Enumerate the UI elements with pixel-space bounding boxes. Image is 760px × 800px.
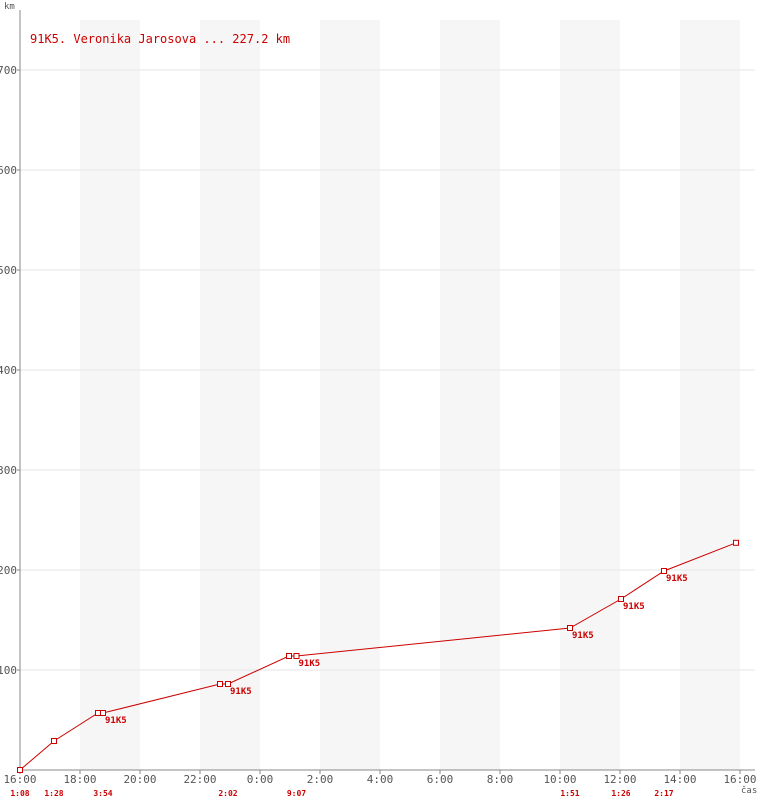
time-band bbox=[320, 20, 380, 770]
data-point-marker bbox=[17, 767, 23, 773]
split-time-label: 9:07 bbox=[287, 789, 306, 798]
data-point-marker bbox=[567, 625, 573, 631]
x-tick-label: 22:00 bbox=[183, 773, 216, 786]
time-band bbox=[440, 20, 500, 770]
data-point-marker bbox=[100, 710, 106, 716]
data-point-label: 91K5 bbox=[572, 631, 594, 641]
time-band bbox=[80, 20, 140, 770]
x-tick-label: 8:00 bbox=[487, 773, 514, 786]
x-tick-label: 10:00 bbox=[543, 773, 576, 786]
x-tick-label: 20:00 bbox=[123, 773, 156, 786]
data-point-marker bbox=[225, 681, 231, 687]
axes bbox=[19, 10, 755, 771]
split-time-label: 1:28 bbox=[44, 789, 63, 798]
y-tick-label: 700 bbox=[0, 64, 17, 77]
y-tick-label: 600 bbox=[0, 164, 17, 177]
y-axis-unit-label: km bbox=[4, 2, 15, 12]
y-tick-label: 300 bbox=[0, 464, 17, 477]
data-point-marker bbox=[286, 653, 292, 659]
x-tick-label: 12:00 bbox=[603, 773, 636, 786]
x-tick-label: 0:00 bbox=[247, 773, 274, 786]
data-point-label: 91K5 bbox=[666, 574, 688, 584]
time-band bbox=[560, 20, 620, 770]
split-time-label: 1:08 bbox=[10, 789, 29, 798]
x-axis-unit-label: čas bbox=[741, 785, 757, 796]
series-line bbox=[19, 542, 737, 771]
split-time-labels: 1:08 1:28 3:54 2:02 9:07 1:51 1:26 2:17 bbox=[10, 789, 673, 798]
data-point-label: 91K5 bbox=[105, 716, 127, 726]
x-tick-label: 6:00 bbox=[427, 773, 454, 786]
split-time-label: 1:51 bbox=[560, 789, 579, 798]
data-point-label: 91K5 bbox=[230, 687, 252, 697]
grid-lines bbox=[20, 69, 755, 671]
data-point-marker bbox=[217, 681, 223, 687]
legend-series-label: 91K5. Veronika Jarosova ... 227.2 km bbox=[30, 32, 290, 46]
split-time-label: 1:26 bbox=[611, 789, 630, 798]
data-point-marker bbox=[51, 738, 57, 744]
data-point-marker bbox=[95, 710, 101, 716]
data-point-marker bbox=[618, 596, 624, 602]
data-point-label: 91K5 bbox=[623, 602, 645, 612]
data-point-marker bbox=[661, 568, 667, 574]
split-time-label: 3:54 bbox=[93, 789, 112, 798]
x-tick-label: 16:00 bbox=[3, 773, 36, 786]
time-band bbox=[200, 20, 260, 770]
x-tick-label: 4:00 bbox=[367, 773, 394, 786]
data-point-marker bbox=[733, 539, 739, 546]
data-point-marker bbox=[293, 653, 300, 659]
y-tick-label: 200 bbox=[0, 564, 17, 577]
y-tick-label: 500 bbox=[0, 264, 17, 277]
x-tick-label: 18:00 bbox=[63, 773, 96, 786]
data-point-label: 91K5 bbox=[299, 659, 321, 669]
time-band bbox=[680, 20, 740, 770]
y-tick-label: 400 bbox=[0, 364, 17, 377]
x-tick-label: 14:00 bbox=[663, 773, 696, 786]
y-tick-label: 100 bbox=[0, 664, 17, 677]
alternating-time-bands bbox=[80, 20, 740, 770]
x-tick-label: 16:00 bbox=[723, 773, 756, 786]
x-tick-label: 2:00 bbox=[307, 773, 334, 786]
split-time-label: 2:02 bbox=[218, 789, 237, 798]
series-91k5: 91K5 91K5 91K5 91K5 91K5 91K5 bbox=[17, 539, 739, 773]
split-time-label: 2:17 bbox=[654, 789, 673, 798]
y-axis-ticks: 100 200 300 400 500 600 700 bbox=[0, 64, 20, 677]
x-axis-ticks: 16:00 18:00 20:00 22:00 0:00 2:00 4:00 6:00 8:00… bbox=[3, 770, 757, 786]
